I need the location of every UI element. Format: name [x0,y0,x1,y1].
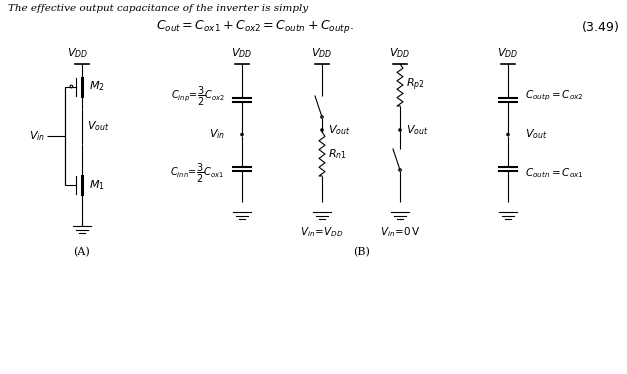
Text: $C_{inp}\!=\!\dfrac{3}{2}C_{ox2}$: $C_{inp}\!=\!\dfrac{3}{2}C_{ox2}$ [171,85,225,107]
Text: $C_{outp} = C_{ox2}$: $C_{outp} = C_{ox2}$ [525,89,584,103]
Circle shape [399,129,401,131]
Text: $V_{DD}$: $V_{DD}$ [67,46,88,60]
Text: (A): (A) [73,247,90,257]
Circle shape [507,134,509,136]
Text: $C_{inn}\!=\!\dfrac{3}{2}C_{ox1}$: $C_{inn}\!=\!\dfrac{3}{2}C_{ox1}$ [171,162,225,184]
Text: $V_{in}$: $V_{in}$ [209,128,225,141]
Text: $V_{out}$: $V_{out}$ [406,123,429,137]
Text: $V_{DD}$: $V_{DD}$ [497,46,519,60]
Text: $C_{outn} = C_{ox1}$: $C_{outn} = C_{ox1}$ [525,166,584,180]
Text: $(3.49)$: $(3.49)$ [581,18,620,34]
Text: (B): (B) [354,247,371,257]
Text: $M_2$: $M_2$ [89,80,105,94]
Text: $V_{in}\!=\!0\,\mathrm{V}$: $V_{in}\!=\!0\,\mathrm{V}$ [380,225,420,239]
Text: $C_{out} = C_{ox1} + C_{ox2} = C_{outn} + C_{outp}.$: $C_{out} = C_{ox1} + C_{ox2} = C_{outn} … [156,18,354,34]
Text: $V_{out}$: $V_{out}$ [87,120,110,134]
Text: $V_{DD}$: $V_{DD}$ [231,46,253,60]
Text: $M_1$: $M_1$ [89,178,105,192]
Circle shape [321,129,323,131]
Text: $V_{in}$: $V_{in}$ [29,129,45,142]
Text: $V_{out}$: $V_{out}$ [328,123,350,137]
Text: $V_{out}$: $V_{out}$ [525,128,547,141]
Text: $V_{DD}$: $V_{DD}$ [312,46,332,60]
Text: The effective output capacitance of the inverter is simply: The effective output capacitance of the … [8,4,308,13]
Text: $V_{in}\!=\!V_{DD}$: $V_{in}\!=\!V_{DD}$ [300,225,344,239]
Text: $R_{p2}$: $R_{p2}$ [406,77,425,93]
Text: $R_{n1}$: $R_{n1}$ [328,147,347,161]
Circle shape [241,134,243,136]
Text: $V_{DD}$: $V_{DD}$ [389,46,411,60]
